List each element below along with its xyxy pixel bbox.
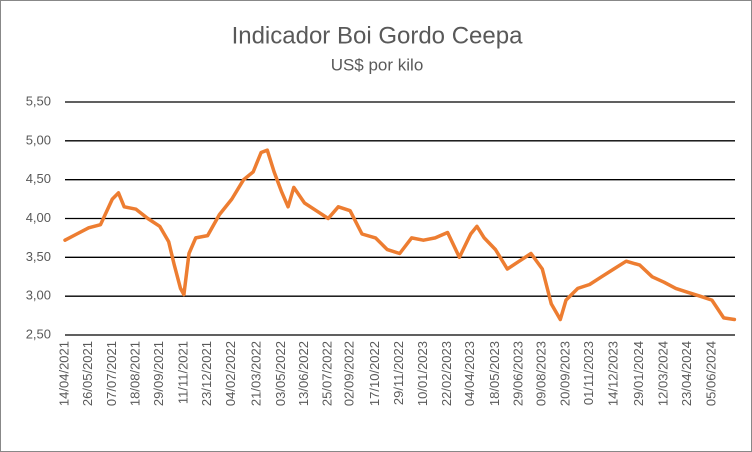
x-tick-label: 26/05/2021 bbox=[80, 341, 95, 406]
x-tick-label: 12/03/2024 bbox=[655, 341, 670, 406]
chart-subtitle: US$ por kilo bbox=[331, 55, 424, 74]
x-tick-label: 05/06/2024 bbox=[703, 341, 718, 406]
x-tick-label: 09/08/2023 bbox=[534, 341, 549, 406]
data-line bbox=[63, 148, 737, 322]
x-tick-label: 01/11/2023 bbox=[581, 341, 596, 405]
x-tick-label: 14/12/2023 bbox=[605, 341, 620, 406]
y-tick-label: 5,00 bbox=[26, 132, 51, 147]
x-tick-label: 04/02/2022 bbox=[223, 341, 238, 406]
x-tick-label: 22/02/2023 bbox=[439, 341, 454, 406]
x-tick-label: 29/01/2024 bbox=[631, 341, 646, 406]
y-tick-label: 3,00 bbox=[26, 288, 51, 303]
x-tick-label: 21/03/2022 bbox=[249, 341, 264, 406]
x-tick-label: 10/01/2023 bbox=[415, 341, 430, 406]
x-tick-label: 02/09/2022 bbox=[342, 341, 357, 406]
y-tick-label: 4,50 bbox=[26, 171, 51, 186]
x-tick-label: 29/09/2021 bbox=[151, 341, 166, 406]
x-tick-label: 18/08/2021 bbox=[127, 341, 142, 406]
x-tick-label: 29/06/2023 bbox=[511, 341, 526, 406]
y-tick-label: 2,50 bbox=[26, 326, 51, 341]
x-tick-label: 17/10/2022 bbox=[367, 341, 382, 406]
x-tick-label: 23/04/2024 bbox=[679, 341, 694, 406]
x-tick-label: 25/07/2022 bbox=[320, 341, 335, 406]
x-tick-label: 20/09/2023 bbox=[557, 341, 572, 406]
x-tick-label: 13/06/2022 bbox=[296, 341, 311, 406]
y-tick-label: 3,50 bbox=[26, 249, 51, 264]
x-tick-label: 03/05/2022 bbox=[273, 341, 288, 406]
chart-title: Indicador Boi Gordo Ceepa bbox=[232, 22, 524, 49]
y-tick-label: 5,50 bbox=[26, 93, 51, 108]
x-tick-label: 04/04/2023 bbox=[462, 341, 477, 406]
x-tick-label: 18/05/2023 bbox=[487, 341, 502, 406]
y-tick-label: 4,00 bbox=[26, 210, 51, 225]
x-tick-label: 14/04/2021 bbox=[56, 341, 71, 406]
x-tick-label: 29/11/2022 bbox=[391, 341, 406, 405]
x-tick-label: 11/11/2021 bbox=[175, 341, 190, 404]
x-tick-label: 23/12/2021 bbox=[199, 341, 214, 406]
x-tick-label: 07/07/2021 bbox=[104, 341, 119, 406]
